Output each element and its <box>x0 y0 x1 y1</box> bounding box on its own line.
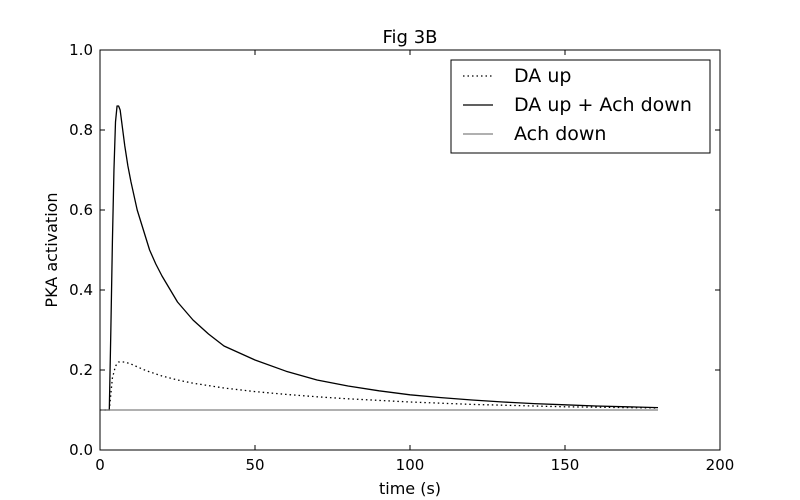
y-tick-label: 0.8 <box>69 121 93 139</box>
x-tick-label: 100 <box>396 456 425 474</box>
legend-label-ach-down: Ach down <box>514 123 606 145</box>
legend: DA up DA up + Ach down Ach down <box>450 59 711 154</box>
series-line-da-up <box>100 361 659 411</box>
legend-label-da-up: DA up <box>514 65 571 87</box>
x-tick-label: 50 <box>245 456 264 474</box>
y-tick-label: 1.0 <box>69 41 93 59</box>
x-tick-label: 150 <box>551 456 580 474</box>
x-tick-label: 0 <box>95 456 105 474</box>
y-tick-label: 0.0 <box>69 441 93 459</box>
chart-title: Fig 3B <box>383 27 438 48</box>
y-tick-label: 0.6 <box>69 201 93 219</box>
x-tick-label: 200 <box>706 456 735 474</box>
series-line-da-up-ach-down <box>100 105 659 411</box>
series-layer <box>100 105 659 411</box>
x-axis-label: time (s) <box>379 479 441 498</box>
plot-frame <box>99 49 721 451</box>
legend-label-da-up-ach-down: DA up + Ach down <box>514 94 692 116</box>
y-tick-label: 0.2 <box>69 361 93 379</box>
y-tick-label: 0.4 <box>69 281 93 299</box>
legend-box <box>450 59 711 154</box>
y-axis-label: PKA activation <box>42 192 61 307</box>
